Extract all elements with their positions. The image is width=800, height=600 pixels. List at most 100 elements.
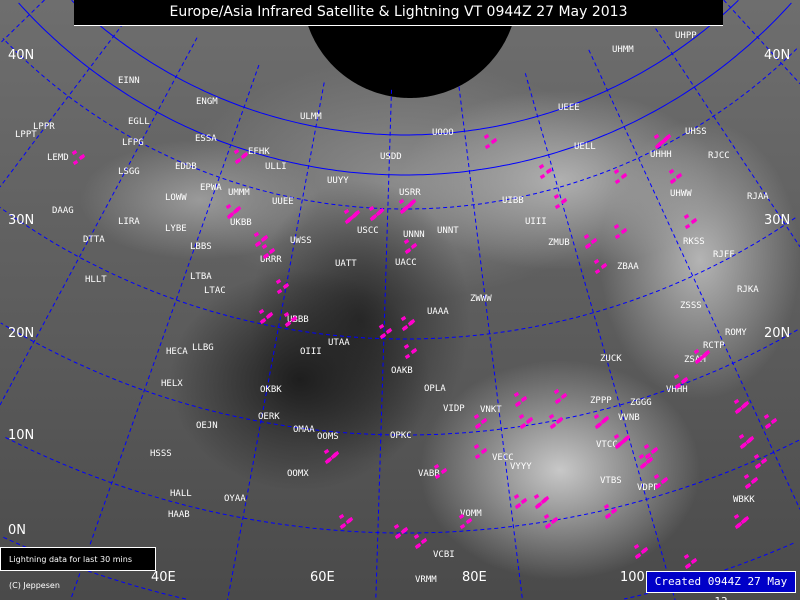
station-label: URRR bbox=[260, 255, 282, 265]
lat-label-0n-left: 0N bbox=[8, 523, 26, 538]
lat-label-20n-right: 20N bbox=[764, 326, 791, 341]
lat-label-30n-left: 30N bbox=[8, 213, 35, 228]
station-label: LOWW bbox=[165, 193, 187, 203]
station-label: VHHH bbox=[666, 385, 688, 395]
station-label: HELX bbox=[161, 379, 183, 389]
station-label: UBBB bbox=[287, 315, 309, 325]
station-label: LYBE bbox=[165, 224, 187, 234]
station-label: VVNB bbox=[618, 413, 640, 423]
station-label: UAAA bbox=[427, 307, 449, 317]
station-label: LSGG bbox=[118, 167, 140, 177]
station-label: LTAC bbox=[204, 286, 226, 296]
station-label: HAAB bbox=[168, 510, 190, 520]
station-label: LFPG bbox=[122, 138, 144, 148]
station-label: EINN bbox=[118, 76, 140, 86]
station-label: USDD bbox=[380, 152, 402, 162]
meridian-line bbox=[458, 86, 523, 600]
station-label: ZPPP bbox=[590, 396, 612, 406]
station-label: ROMY bbox=[725, 328, 747, 338]
lat-label-40n-right: 40N bbox=[764, 48, 791, 63]
station-label: LBBS bbox=[190, 242, 212, 252]
latitude-line-solid bbox=[71, 0, 739, 136]
lon-label-80e: 80E bbox=[462, 570, 487, 585]
station-label: RJAA bbox=[747, 192, 769, 202]
meridian-line bbox=[524, 73, 676, 600]
station-label: RJCC bbox=[708, 151, 730, 161]
station-label: UKBB bbox=[230, 218, 252, 228]
station-label: UHHH bbox=[650, 150, 672, 160]
station-label: HALL bbox=[170, 489, 192, 499]
station-label: UTAA bbox=[328, 338, 350, 348]
station-label: UHMM bbox=[612, 45, 634, 55]
station-label: UHPP bbox=[675, 31, 697, 41]
station-label: UWSS bbox=[290, 236, 312, 246]
station-label: UACC bbox=[395, 258, 417, 268]
lon-label-40e: 40E bbox=[151, 570, 176, 585]
station-label: ZSSS bbox=[680, 301, 702, 311]
station-label: LPPT bbox=[15, 130, 37, 140]
station-label: VYYY bbox=[510, 462, 532, 472]
station-label: UNNT bbox=[437, 226, 459, 236]
meridian-line bbox=[647, 16, 800, 248]
station-label: ZMUB bbox=[548, 238, 570, 248]
map-title: Europe/Asia Infrared Satellite & Lightni… bbox=[74, 0, 723, 26]
station-label: UEEE bbox=[558, 103, 580, 113]
station-label: UOOO bbox=[432, 128, 454, 138]
created-timestamp: Created 0944Z 27 May 13 bbox=[646, 571, 796, 600]
station-label: RCTP bbox=[703, 341, 725, 351]
station-label: UATT bbox=[335, 259, 357, 269]
station-label: HSSS bbox=[150, 449, 172, 459]
station-label: VTBS bbox=[600, 476, 622, 486]
station-label: ZGGG bbox=[630, 398, 652, 408]
latitude-line bbox=[2, 37, 798, 210]
station-label: UUEE bbox=[272, 197, 294, 207]
lat-label-10n-left: 10N bbox=[8, 428, 35, 443]
station-label: VOMM bbox=[460, 509, 482, 519]
station-label: HECA bbox=[166, 347, 188, 357]
station-label: VDPP bbox=[637, 483, 659, 493]
station-label: EDDB bbox=[175, 162, 197, 172]
station-label: VABB bbox=[418, 469, 440, 479]
station-label: ENGM bbox=[196, 97, 218, 107]
station-label: USRR bbox=[399, 188, 421, 198]
station-label: VRMM bbox=[415, 575, 437, 585]
latitude-line bbox=[0, 206, 796, 340]
station-label: OPLA bbox=[424, 384, 446, 394]
meridian-line bbox=[588, 49, 800, 510]
station-label: RKSS bbox=[683, 237, 705, 247]
station-label: OOMS bbox=[317, 432, 339, 442]
station-label: OAKB bbox=[391, 366, 413, 376]
station-label: UHWW bbox=[670, 189, 692, 199]
latitude-line-solid bbox=[18, 2, 792, 176]
station-label: OIII bbox=[300, 347, 322, 357]
station-label: OOMX bbox=[287, 469, 309, 479]
station-label: ZUCK bbox=[600, 354, 622, 364]
station-label: ESSA bbox=[195, 134, 217, 144]
station-label: RJKA bbox=[737, 285, 759, 295]
station-label: OMAA bbox=[293, 425, 315, 435]
meridian-line bbox=[0, 0, 45, 44]
station-label: DAAG bbox=[52, 206, 74, 216]
lat-label-40n-left: 40N bbox=[8, 48, 35, 63]
lon-label-100e: 100E bbox=[620, 570, 654, 585]
station-label: USCC bbox=[357, 226, 379, 236]
station-label: HLLT bbox=[85, 275, 107, 285]
station-label: LEMD bbox=[47, 153, 69, 163]
station-label: UNNN bbox=[403, 230, 425, 240]
station-label: OYAA bbox=[224, 494, 246, 504]
station-label: UUYY bbox=[327, 176, 349, 186]
meridian-line bbox=[70, 64, 260, 600]
lightning-legend: Lightning data for last 30 mins bbox=[0, 547, 156, 571]
station-label: OERK bbox=[258, 412, 280, 422]
station-label: OPKC bbox=[390, 431, 412, 441]
station-label: ZBAA bbox=[617, 262, 639, 272]
station-label: UIII bbox=[525, 217, 547, 227]
station-label: UHSS bbox=[685, 127, 707, 137]
copyright: (C) Jeppesen bbox=[9, 581, 60, 590]
lat-label-20n-left: 20N bbox=[8, 326, 35, 341]
meridian-line bbox=[227, 82, 325, 600]
station-label: VNKT bbox=[480, 405, 502, 415]
station-label: OEJN bbox=[196, 421, 218, 431]
